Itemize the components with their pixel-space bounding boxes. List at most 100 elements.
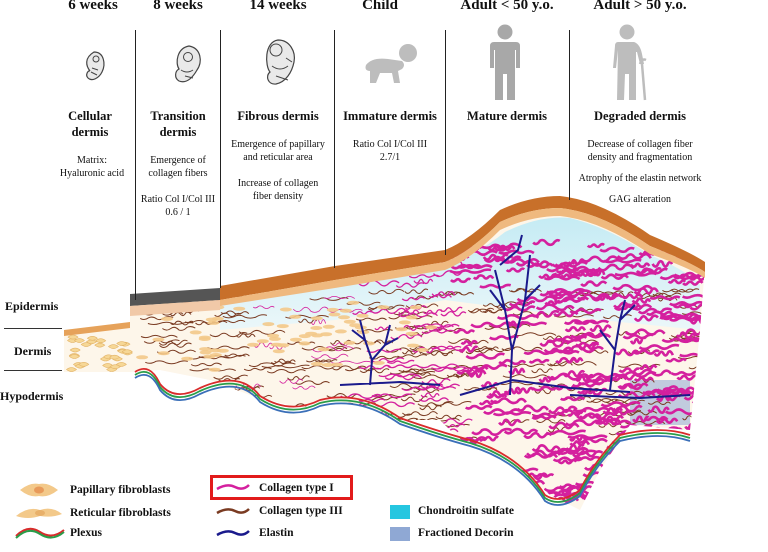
stage-title-6-weeks: 6 weeks: [68, 0, 118, 13]
collagen-i-fiber: [351, 450, 383, 454]
collagen-i-fiber: [440, 310, 467, 317]
collagen-i-fiber: [472, 274, 495, 280]
collagen-i-fiber: [422, 309, 443, 315]
collagen-i-fiber: [667, 278, 687, 285]
stage-name-mature-dermis: Mature dermis: [467, 109, 547, 123]
collagen-i-fiber: [685, 444, 705, 453]
collagen-iii-fiber: [531, 368, 553, 374]
collagen-i-fiber: [613, 301, 640, 309]
collagen-i-fiber: [398, 309, 420, 315]
collagen-i-fiber: [443, 423, 466, 429]
collagen-i-fiber: [565, 443, 585, 452]
collagen-i-fiber: [669, 300, 704, 307]
plexus-vessel: [134, 368, 691, 500]
fibroblast-cell: [211, 316, 224, 321]
desc-line: Decrease of collagen fiber: [587, 139, 693, 150]
plexus-swatch: [15, 527, 65, 539]
collagen-i-fiber: [279, 378, 304, 384]
collagen-i-fiber: [456, 369, 481, 376]
collagen-i-fiber: [420, 392, 440, 398]
stage-desc-degraded: Decrease of collagen fiber density and f…: [572, 138, 708, 206]
collagen-i-fiber: [644, 415, 669, 422]
collagen-iii-fiber: [162, 326, 196, 331]
collagen-iii-fiber: [217, 417, 249, 422]
elastin-network: [339, 234, 691, 400]
collagen-iii-fiber: [297, 438, 317, 442]
collagen-i-fiber: [492, 410, 532, 417]
collagen-i-fiber: [483, 255, 522, 264]
layer-separator: [4, 328, 62, 329]
collagen-i-fiber: [323, 295, 355, 299]
collagen-i-fiber: [665, 357, 687, 363]
collagen-i-fiber: [632, 415, 650, 423]
stage-title-8-weeks: 8 weeks: [153, 0, 203, 13]
fibroblast-cell: [320, 332, 333, 337]
collagen-i-fiber: [552, 456, 584, 463]
collagen-i-fiber: [567, 411, 584, 417]
collagen-i-swatch: [216, 484, 250, 491]
dermis-region: [64, 200, 705, 510]
collagen-i-fiber: [574, 373, 595, 383]
collagen-iii-fiber: [647, 401, 671, 405]
collagen-iii-fiber: [226, 435, 259, 440]
fibroblast-cell: [334, 329, 347, 334]
collagen-i-fiber: [539, 290, 573, 297]
collagen-iii-fiber: [398, 368, 438, 373]
collagen-i-fiber: [252, 305, 275, 309]
collagen-i-fiber: [268, 422, 301, 429]
fibroblast-cell: [290, 337, 302, 342]
collagen-i-fiber: [682, 280, 704, 286]
collagen-i-fiber: [494, 244, 516, 252]
cellular-fibroblast: [80, 342, 92, 347]
cellular-fibroblast: [66, 367, 77, 372]
collagen-i-fiber: [366, 348, 402, 353]
collagen-iii-fiber: [235, 333, 256, 338]
collagen-i-fiber: [622, 333, 654, 340]
papillary-fibroblast-swatch: [20, 483, 58, 497]
plexus-vessel: [134, 371, 691, 503]
collagen-i-fiber: [603, 258, 642, 264]
collagen-iii-fiber: [477, 346, 499, 350]
collagen-i-fiber: [224, 465, 249, 473]
collagen-i-fiber: [383, 239, 421, 246]
collagen-i-fiber: [496, 313, 540, 320]
collagen-i-fiber: [464, 404, 493, 410]
collagen-iii-fiber: [652, 292, 682, 297]
collagen-iii-fiber: [301, 365, 342, 370]
fibroblast-cell: [405, 331, 418, 336]
collagen-i-fiber: [386, 359, 415, 364]
fibroblast-cell: [326, 307, 339, 312]
collagen-i-fiber: [429, 457, 472, 462]
collagen-iii-fiber: [547, 426, 568, 433]
desc-line: 2.7/1: [379, 152, 401, 163]
collagen-i-fiber: [458, 488, 493, 496]
collagen-i-fiber: [535, 303, 575, 312]
desc-line: Emergence of papillary: [231, 139, 325, 150]
collagen-iii-fiber: [133, 401, 181, 406]
collagen-i-fiber: [253, 342, 274, 348]
collagen-iii-fiber: [266, 369, 306, 374]
collagen-i-fiber: [528, 358, 550, 364]
cellular-fibroblast: [78, 362, 90, 367]
collagen-iii-fiber: [143, 339, 180, 344]
collagen-i-fiber: [631, 368, 673, 377]
fibroblast-cell: [298, 341, 311, 346]
stage-desc-fibrous: Emergence of papillary and reticular are…: [222, 138, 334, 203]
collagen-i-fiber: [612, 404, 643, 413]
fibroblast-cell: [198, 337, 211, 341]
collagen-i-fiber: [578, 413, 602, 419]
fibroblast-cell: [339, 308, 352, 313]
desc-line: Matrix:: [77, 155, 107, 166]
collagen-i-fiber: [471, 427, 513, 437]
collagen-i-fiber: [434, 367, 475, 372]
collagen-i-fiber: [670, 370, 699, 376]
collagen-i-fiber: [684, 313, 705, 320]
collagen-i-fiber: [589, 324, 612, 333]
collagen-i-fiber: [431, 290, 456, 297]
divider-child: [334, 30, 336, 268]
collagen-iii-fiber: [306, 359, 332, 363]
collagen-iii-swatch: [216, 508, 250, 515]
fibroblast-cell: [356, 313, 369, 318]
plexus-vessel: [134, 374, 691, 506]
